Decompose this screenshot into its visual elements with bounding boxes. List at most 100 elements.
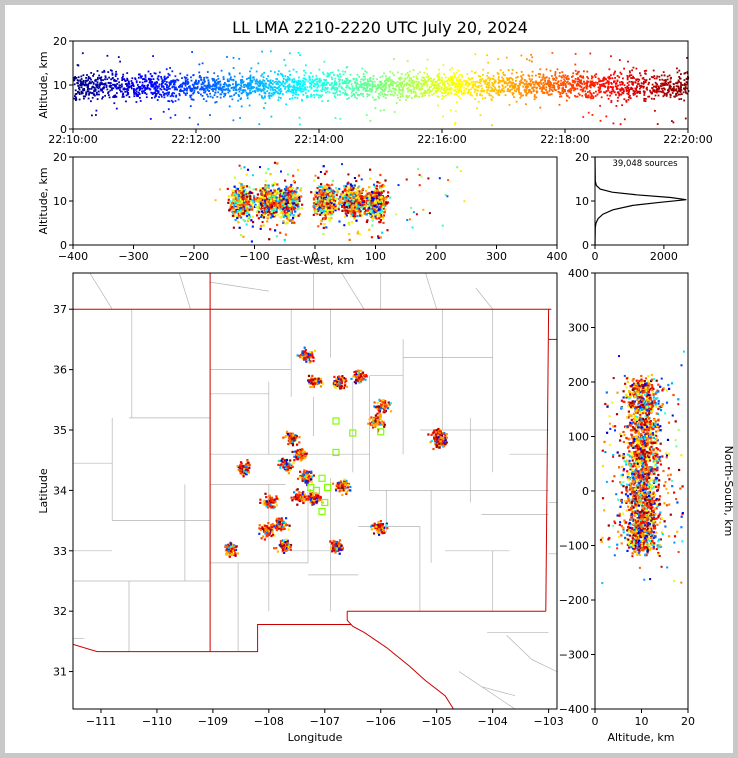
- time-height-source: [117, 56, 120, 58]
- east-west-source: [332, 212, 335, 215]
- time-height-source: [296, 88, 299, 91]
- time-height-source: [406, 72, 409, 74]
- time-height-source: [168, 74, 171, 77]
- east-west-source: [348, 238, 351, 241]
- time-height-source: [585, 86, 588, 89]
- time-height-source: [255, 78, 258, 81]
- time-height-source: [549, 93, 551, 96]
- time-height-source: [643, 94, 646, 96]
- time-height-source: [433, 78, 435, 81]
- east-west-source: [341, 201, 344, 205]
- time-height-source: [682, 91, 685, 94]
- east-west-source: [330, 198, 333, 201]
- time-height-source: [96, 78, 99, 81]
- time-height-source: [321, 87, 324, 90]
- time-height-source: [515, 83, 517, 86]
- time-height-source: [162, 81, 165, 84]
- east-west-source: [369, 194, 373, 197]
- time-height-source: [410, 97, 413, 99]
- time-height-source: [547, 79, 550, 82]
- time-height-source: [488, 83, 491, 86]
- time-height-source: [284, 82, 286, 85]
- time-height-source: [379, 84, 382, 86]
- east-west-source: [234, 190, 237, 193]
- east-west-source: [250, 203, 253, 206]
- time-height-source: [410, 90, 413, 93]
- time-height-source: [444, 76, 447, 79]
- time-height-source: [655, 88, 658, 91]
- east-west-source: [371, 224, 374, 227]
- time-height-source: [668, 90, 670, 92]
- time-height-source: [74, 95, 76, 97]
- time-height-source: [243, 86, 245, 88]
- time-height-source: [525, 103, 527, 106]
- east-west-source: [322, 226, 325, 229]
- time-height-source: [179, 85, 182, 88]
- time-height-source: [226, 78, 229, 81]
- time-height-source: [390, 81, 392, 84]
- time-height-source: [372, 75, 375, 77]
- time-height-source: [371, 81, 374, 83]
- time-height-xtick-label: 22:16:00: [417, 133, 466, 146]
- time-height-source: [80, 86, 83, 89]
- time-height-source: [206, 86, 209, 89]
- time-height-source: [677, 87, 680, 90]
- time-height-source: [520, 76, 523, 79]
- time-height-source: [100, 78, 102, 81]
- time-height-source: [442, 64, 445, 66]
- east-west-source: [361, 205, 364, 208]
- time-height-source: [292, 68, 295, 71]
- time-height-source: [303, 69, 305, 72]
- east-west-source: [327, 213, 330, 216]
- time-height-source: [592, 82, 595, 85]
- time-height-source: [596, 82, 599, 84]
- time-height-source: [635, 95, 638, 98]
- time-height-source: [425, 67, 428, 70]
- time-height-source: [448, 84, 450, 87]
- time-height-source: [665, 80, 667, 82]
- time-height-source: [143, 90, 145, 92]
- time-height-source: [642, 86, 645, 89]
- time-height-source: [476, 80, 479, 83]
- time-height-source: [181, 83, 184, 85]
- time-height-source: [276, 91, 279, 94]
- time-height-source: [203, 91, 205, 94]
- time-height-source: [321, 83, 324, 86]
- time-height-source: [645, 98, 647, 100]
- time-height-source: [362, 73, 365, 75]
- time-height-source: [555, 77, 558, 80]
- time-height-source: [365, 84, 368, 87]
- time-height-source: [497, 73, 500, 75]
- time-height-source: [630, 77, 632, 79]
- time-height-source: [513, 83, 516, 85]
- time-height-source: [106, 78, 109, 81]
- time-height-source: [135, 90, 138, 93]
- time-height-source: [670, 85, 672, 88]
- time-height-source: [251, 81, 253, 84]
- time-height-source: [485, 80, 487, 82]
- time-height-source: [383, 84, 386, 86]
- time-height-source: [171, 99, 173, 102]
- time-height-source: [377, 95, 380, 98]
- time-height-source: [676, 71, 679, 74]
- time-height-source: [471, 94, 473, 97]
- time-height-source: [498, 79, 500, 82]
- time-height-source: [599, 86, 602, 88]
- time-height-source: [591, 76, 594, 79]
- east-west-source: [291, 198, 294, 201]
- time-height-source: [348, 97, 350, 99]
- time-height-source: [464, 82, 467, 84]
- time-height-source: [683, 82, 686, 85]
- time-height-source: [627, 84, 630, 86]
- time-height-source: [154, 83, 157, 86]
- time-height-source: [277, 99, 280, 102]
- time-height-source: [433, 87, 436, 89]
- time-height-source: [381, 75, 384, 78]
- time-height-source: [228, 72, 231, 75]
- east-west-source: [381, 183, 384, 187]
- time-height-source: [548, 90, 551, 93]
- time-height-source: [302, 77, 305, 80]
- time-height-source: [463, 89, 466, 92]
- time-height-source: [492, 90, 494, 93]
- time-height-source: [230, 86, 233, 89]
